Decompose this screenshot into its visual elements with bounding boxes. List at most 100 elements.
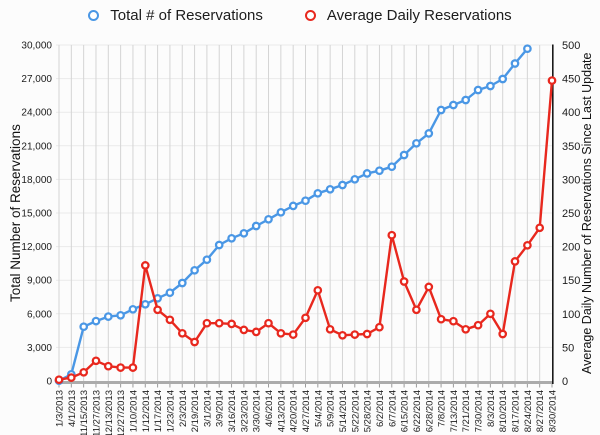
- left-axis-tick-label: 21,000: [21, 141, 52, 152]
- data-marker-average: [165, 315, 175, 325]
- data-marker-total: [251, 221, 261, 231]
- x-axis-tick-label: 1/17/2014: [153, 390, 164, 432]
- data-marker-average: [276, 328, 286, 338]
- total-series-marker-icon: [88, 10, 100, 21]
- data-marker-average: [510, 257, 520, 266]
- x-axis-tick-label: 8/30/2014: [548, 390, 559, 432]
- right-axis-tick-label: 100: [562, 309, 580, 321]
- data-marker-total: [362, 169, 372, 178]
- data-marker-average: [227, 319, 236, 329]
- data-marker-average: [79, 367, 89, 377]
- x-axis-tick-label: 8/3/2014: [486, 390, 497, 427]
- data-marker-total: [103, 312, 113, 321]
- data-marker-total: [325, 184, 335, 194]
- x-axis-tick-label: 11/15/2013: [79, 390, 90, 435]
- data-marker-average: [325, 324, 335, 334]
- data-marker-total: [227, 233, 236, 243]
- right-axis-tick-label: 150: [562, 275, 580, 287]
- data-marker-total: [338, 180, 347, 190]
- legend-item-average[interactable]: Average Daily Reservations: [304, 7, 512, 24]
- data-marker-average: [436, 314, 446, 324]
- x-axis-tick-label: 11/27/2013: [91, 390, 102, 435]
- x-axis-tick-label: 5/9/2014: [326, 390, 337, 427]
- data-marker-average: [66, 373, 76, 382]
- left-axis-tick-label: 24,000: [21, 108, 52, 119]
- data-marker-total: [399, 150, 409, 160]
- data-marker-total: [387, 162, 397, 172]
- x-axis-tick-label: 4/13/2014: [276, 390, 287, 432]
- data-marker-average: [103, 361, 113, 371]
- x-axis-tick-label: 3/30/2014: [252, 390, 263, 432]
- right-axis-title: Average Daily Number of Reservations Sin…: [580, 52, 594, 374]
- right-axis-tick-label: 400: [562, 107, 580, 119]
- x-axis-tick-label: 4/1/2013: [67, 390, 78, 427]
- legend-item-total[interactable]: Total # of Reservations: [88, 7, 263, 24]
- x-axis-tick-label: 8/10/2014: [498, 390, 509, 432]
- x-axis-tick-label: 3/9/2014: [215, 390, 226, 427]
- data-marker-total: [523, 44, 532, 54]
- data-marker-total: [313, 188, 323, 198]
- data-marker-total: [461, 95, 471, 105]
- data-marker-average: [338, 330, 347, 340]
- data-marker-average: [251, 327, 261, 337]
- x-axis-tick-label: 8/17/2014: [511, 390, 522, 432]
- x-axis-tick-label: 12/27/2013: [116, 390, 127, 435]
- x-axis-tick-label: 8/27/2014: [535, 390, 546, 432]
- chart-legend: Total # of Reservations Average Daily Re…: [0, 7, 600, 24]
- x-axis-tick-label: 6/7/2014: [387, 390, 398, 427]
- data-marker-average: [128, 363, 138, 372]
- x-axis-tick-label: 4/27/2014: [301, 390, 312, 432]
- data-marker-total: [375, 166, 384, 176]
- data-marker-average: [535, 223, 545, 233]
- right-axis-tick-label: 250: [562, 208, 580, 220]
- data-marker-total: [214, 240, 224, 250]
- data-marker-total: [288, 201, 298, 211]
- data-marker-total: [301, 196, 310, 206]
- data-marker-total: [498, 74, 508, 84]
- right-axis-tick-label: 300: [562, 174, 580, 186]
- x-axis-tick-label: 1/23/2014: [165, 390, 176, 432]
- data-marker-average: [424, 282, 434, 292]
- x-axis-tick-label: 8/24/2014: [523, 390, 534, 432]
- x-axis-tick-label: 2/3/2014: [178, 390, 189, 427]
- data-marker-average: [449, 316, 458, 326]
- left-axis-tick-label: 3,000: [27, 343, 52, 354]
- x-axis-tick-label: 7/13/2014: [449, 390, 460, 432]
- x-axis-tick-label: 4/6/2014: [264, 390, 275, 427]
- data-marker-total: [424, 129, 434, 138]
- x-axis-tick-label: 5/14/2014: [338, 390, 349, 432]
- x-axis-tick-label: 3/1/2014: [202, 390, 213, 427]
- x-axis-tick-label: 1/3/2013: [55, 390, 66, 427]
- right-axis-tick-label: 200: [562, 242, 580, 254]
- x-axis-tick-label: 5/28/2014: [363, 390, 374, 432]
- x-axis-tick-label: 1/10/2014: [128, 390, 139, 432]
- x-axis-tick-label: 2/19/2014: [190, 390, 201, 432]
- data-marker-average: [461, 324, 471, 334]
- x-axis-tick-label: 5/4/2014: [313, 390, 324, 427]
- data-marker-average: [177, 328, 187, 338]
- x-axis-tick-label: 6/15/2014: [400, 390, 411, 432]
- right-axis-tick-label: 350: [562, 141, 580, 153]
- data-marker-average: [375, 322, 384, 332]
- data-marker-total: [116, 310, 125, 320]
- left-axis-tick-label: 30,000: [21, 41, 52, 52]
- left-axis-tick-label: 18,000: [21, 175, 52, 186]
- data-marker-total: [79, 322, 89, 332]
- data-marker-average: [412, 305, 421, 315]
- data-marker-average: [214, 318, 224, 328]
- data-marker-total: [449, 100, 458, 110]
- data-marker-average: [288, 330, 298, 339]
- data-marker-total: [165, 288, 175, 298]
- average-series-marker-icon: [304, 10, 316, 21]
- data-marker-average: [239, 325, 249, 335]
- data-marker-average: [91, 356, 101, 366]
- data-marker-average: [387, 230, 397, 240]
- right-axis-tick-label: 450: [562, 74, 580, 86]
- data-marker-average: [523, 240, 532, 250]
- data-marker-total: [276, 207, 286, 217]
- data-marker-total: [202, 255, 212, 265]
- x-axis-tick-label: 5/22/2014: [350, 390, 361, 432]
- data-marker-total: [91, 316, 101, 326]
- data-marker-total: [239, 228, 249, 238]
